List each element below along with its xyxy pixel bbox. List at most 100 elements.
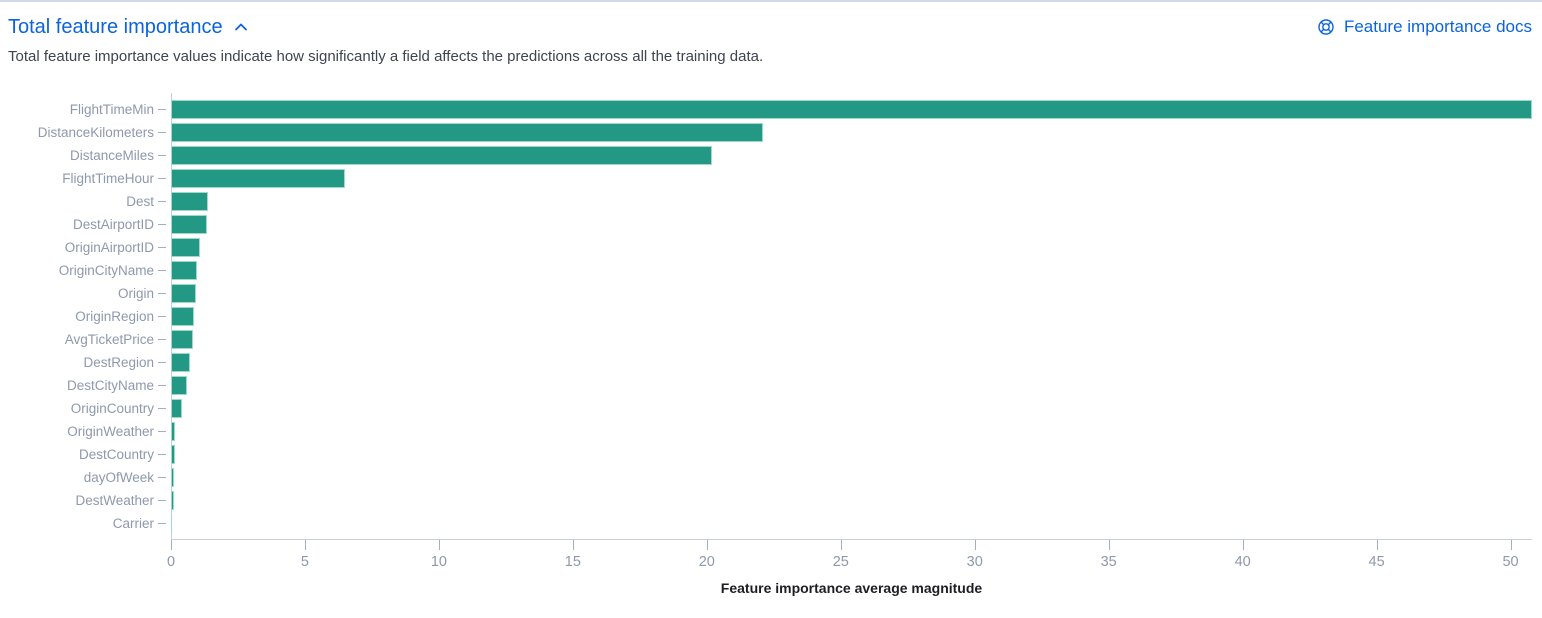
chart-row: DistanceMiles (8, 144, 1532, 167)
y-axis-label: DestCountry (78, 447, 154, 462)
bar-track (171, 169, 1532, 188)
y-axis-label: DistanceMiles (69, 148, 154, 163)
chart-row: OriginCityName (8, 259, 1532, 282)
bar-OriginAirportID (171, 238, 200, 257)
bar-DistanceKilometers (171, 123, 764, 142)
x-axis: 0 5 10 15 20 25 30 35 40 45 50 (167, 539, 1532, 571)
x-axis-tick-label: 5 (300, 554, 309, 570)
bar-Dest (171, 192, 208, 211)
chart-row: DestRegion (8, 351, 1532, 374)
bar-FlightTimeHour (171, 169, 346, 188)
x-axis-tick (304, 540, 306, 550)
chart-row: DestCountry (8, 443, 1532, 466)
y-axis-label: DestRegion (83, 355, 154, 370)
bar-DestWeather (171, 491, 174, 510)
bar-track (171, 422, 1532, 441)
bar-track (171, 238, 1532, 257)
y-axis-tick (158, 500, 166, 501)
x-axis-tick (1510, 540, 1512, 550)
bar-track (171, 215, 1532, 234)
x-axis-tick-label: 35 (1100, 554, 1117, 570)
y-axis-label: AvgTicketPrice (64, 332, 154, 347)
feature-importance-docs-link[interactable]: Feature importance docs (1316, 17, 1532, 37)
bar-OriginCityName (171, 261, 197, 280)
x-axis-tick (171, 540, 172, 550)
chart-row: Carrier (8, 512, 1532, 535)
y-axis-label: FlightTimeMin (69, 102, 154, 117)
bar-track (171, 261, 1532, 280)
bar-track (171, 376, 1532, 395)
bar-track (171, 100, 1532, 119)
bar-track (171, 445, 1532, 464)
y-axis-label: OriginCountry (70, 401, 154, 416)
bar-track (171, 307, 1532, 326)
y-axis-tick (158, 247, 166, 248)
total-feature-importance-accordion-toggle[interactable]: Total feature importance (8, 15, 249, 39)
bar-track (171, 514, 1532, 533)
bar-AvgTicketPrice (171, 330, 193, 349)
chart-rows: FlightTimeMin DistanceKilometers DistanceM… (8, 93, 1532, 539)
chart-row: Origin (8, 282, 1532, 305)
x-axis-tick (840, 540, 842, 550)
bar-DestCityName (171, 376, 187, 395)
y-axis-label: DestCityName (66, 378, 154, 393)
bar-track (171, 146, 1532, 165)
chart-row: OriginCountry (8, 397, 1532, 420)
help-ring-icon (1316, 17, 1336, 37)
bar-track (171, 468, 1532, 487)
panel-title: Total feature importance (8, 16, 223, 38)
chart-row: Dest (8, 190, 1532, 213)
x-axis-tick-label: 10 (430, 554, 447, 570)
bar-OriginRegion (171, 307, 194, 326)
bar-DistanceMiles (171, 146, 713, 165)
y-axis-tick (158, 431, 166, 432)
y-axis-label: Dest (126, 194, 154, 209)
y-axis-label: DestAirportID (72, 217, 154, 232)
x-axis-tick (1108, 540, 1110, 550)
bar-FlightTimeMin (171, 100, 1532, 119)
bar-track (171, 123, 1532, 142)
y-axis-tick (158, 109, 166, 110)
x-axis-tick-label: 50 (1502, 554, 1519, 570)
y-axis-tick (158, 224, 166, 225)
y-axis-label: Carrier (112, 516, 154, 531)
y-axis-tick (158, 523, 166, 524)
chevron-up-icon (233, 19, 249, 35)
y-axis-tick (158, 293, 166, 294)
y-axis-tick (158, 339, 166, 340)
feature-importance-chart: FlightTimeMin DistanceKilometers DistanceM… (8, 93, 1532, 596)
bar-Carrier (171, 514, 173, 533)
bar-track (171, 192, 1532, 211)
y-axis-tick (158, 385, 166, 386)
y-axis-label: Origin (117, 286, 154, 301)
y-axis-tick (158, 155, 166, 156)
chart-row: OriginRegion (8, 305, 1532, 328)
bar-track (171, 399, 1532, 418)
x-axis-tick-label: 25 (832, 554, 849, 570)
chart-row: DestCityName (8, 374, 1532, 397)
y-axis-tick (158, 270, 166, 271)
bar-OriginWeather (171, 422, 176, 441)
y-axis-label: OriginAirportID (64, 240, 154, 255)
bar-DestAirportID (171, 215, 207, 234)
y-axis-label: OriginCityName (58, 263, 154, 278)
y-axis-tick (158, 408, 166, 409)
x-axis-tick-label: 15 (564, 554, 581, 570)
x-axis-tick-label: 45 (1368, 554, 1385, 570)
bar-track (171, 330, 1532, 349)
chart-row: OriginAirportID (8, 236, 1532, 259)
y-axis-tick (158, 132, 166, 133)
chart-row: FlightTimeMin (8, 98, 1532, 121)
bar-DestRegion (171, 353, 190, 372)
bar-Origin (171, 284, 196, 303)
chart-row: FlightTimeHour (8, 167, 1532, 190)
x-axis-tick (572, 540, 574, 550)
bar-track (171, 491, 1532, 510)
y-axis-label: DestWeather (75, 493, 154, 508)
chart-row: dayOfWeek (8, 466, 1532, 489)
x-axis-tick (706, 540, 708, 550)
bar-track (171, 353, 1532, 372)
y-axis-label: OriginRegion (75, 309, 154, 324)
chart-row: OriginWeather (8, 420, 1532, 443)
